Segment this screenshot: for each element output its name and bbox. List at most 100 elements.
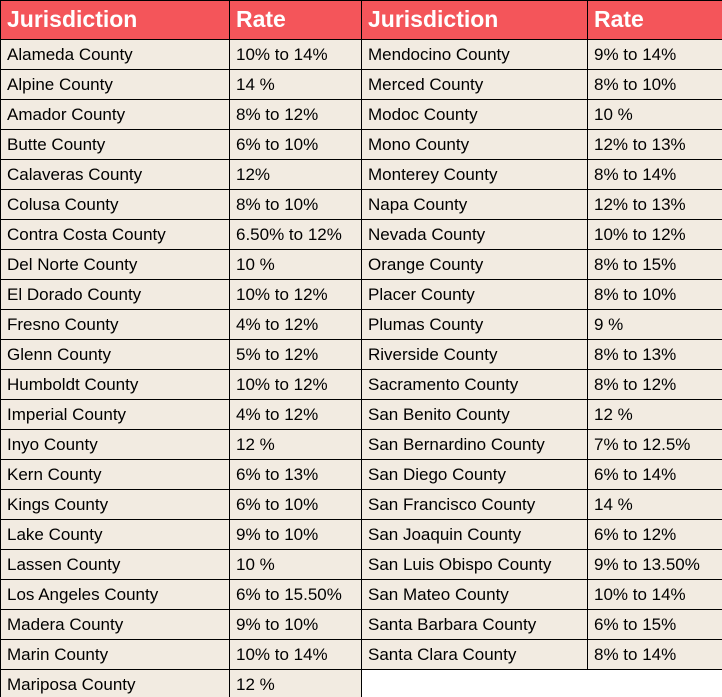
rate-cell: 8% to 13% xyxy=(587,339,722,370)
jurisdiction-cell: Santa Barbara County xyxy=(361,609,588,640)
table-row: Lassen County 10 % San Luis Obispo County 9… xyxy=(0,549,722,580)
jurisdiction-cell: Mendocino County xyxy=(361,39,588,70)
rate-cell: 9% to 14% xyxy=(587,39,722,70)
table-row: Los Angeles County 6% to 15.50% San Mateo … xyxy=(0,579,722,610)
jurisdiction-cell xyxy=(361,669,588,697)
table-row: Mariposa County 12 % xyxy=(0,669,722,697)
jurisdiction-cell: Imperial County xyxy=(0,399,230,430)
table-row: Calaveras County 12% Monterey County 8% to … xyxy=(0,159,722,190)
rate-cell: 6% to 13% xyxy=(229,459,362,490)
rate-cell: 10 % xyxy=(229,249,362,280)
rate-cell: 10 % xyxy=(229,549,362,580)
rate-cell: 10% to 14% xyxy=(229,39,362,70)
jurisdiction-cell: Alameda County xyxy=(0,39,230,70)
rate-cell: 4% to 12% xyxy=(229,399,362,430)
rate-cell: 6% to 10% xyxy=(229,489,362,520)
table-row: Contra Costa County 6.50% to 12% Nevada Co… xyxy=(0,219,722,250)
jurisdiction-cell: Glenn County xyxy=(0,339,230,370)
header-jurisdiction-left: Jurisdiction xyxy=(0,0,230,40)
rate-cell: 9% to 13.50% xyxy=(587,549,722,580)
rate-cell: 7% to 12.5% xyxy=(587,429,722,460)
jurisdiction-cell: Modoc County xyxy=(361,99,588,130)
jurisdiction-cell: Butte County xyxy=(0,129,230,160)
rate-cell: 6% to 14% xyxy=(587,459,722,490)
table-row: El Dorado County 10% to 12% Placer County 8… xyxy=(0,279,722,310)
jurisdiction-cell: Orange County xyxy=(361,249,588,280)
jurisdiction-cell: Plumas County xyxy=(361,309,588,340)
rate-cell: 12% to 13% xyxy=(587,189,722,220)
jurisdiction-cell: Alpine County xyxy=(0,69,230,100)
rate-cell: 8% to 12% xyxy=(587,369,722,400)
rate-cell: 14 % xyxy=(587,489,722,520)
table-row: Kern County 6% to 13% San Diego County 6% t… xyxy=(0,459,722,490)
rate-cell: 10% to 12% xyxy=(229,369,362,400)
jurisdiction-cell: Riverside County xyxy=(361,339,588,370)
jurisdiction-cell: Lassen County xyxy=(0,549,230,580)
table-row: Colusa County 8% to 10% Napa County 12% to … xyxy=(0,189,722,220)
rate-cell: 9% to 10% xyxy=(229,609,362,640)
table-header: Jurisdiction Rate Jurisdiction Rate xyxy=(0,0,722,40)
rate-cell: 8% to 10% xyxy=(229,189,362,220)
jurisdiction-cell: Marin County xyxy=(0,639,230,670)
header-rate-left: Rate xyxy=(229,0,362,40)
jurisdiction-cell: Humboldt County xyxy=(0,369,230,400)
rate-cell: 5% to 12% xyxy=(229,339,362,370)
jurisdiction-cell: Kern County xyxy=(0,459,230,490)
table-row: Madera County 9% to 10% Santa Barbara Coun… xyxy=(0,609,722,640)
rate-cell: 12% to 13% xyxy=(587,129,722,160)
table-row: Amador County 8% to 12% Modoc County 10 % xyxy=(0,99,722,130)
jurisdiction-cell: Del Norte County xyxy=(0,249,230,280)
jurisdiction-cell: Napa County xyxy=(361,189,588,220)
jurisdiction-cell: Fresno County xyxy=(0,309,230,340)
jurisdiction-cell: Madera County xyxy=(0,609,230,640)
rate-cell: 8% to 15% xyxy=(587,249,722,280)
jurisdiction-cell: Sacramento County xyxy=(361,369,588,400)
rate-cell: 6.50% to 12% xyxy=(229,219,362,250)
rate-cell: 12 % xyxy=(229,429,362,460)
header-jurisdiction-right: Jurisdiction xyxy=(361,0,588,40)
rate-cell: 8% to 10% xyxy=(587,279,722,310)
jurisdiction-cell: San Mateo County xyxy=(361,579,588,610)
rate-cell: 14 % xyxy=(229,69,362,100)
table-row: Kings County 6% to 10% San Francisco Count… xyxy=(0,489,722,520)
table-body: Alameda County 10% to 14% Mendocino County… xyxy=(0,39,722,697)
table-row: Alpine County 14 % Merced County 8% to 10% xyxy=(0,69,722,100)
rate-cell: 8% to 14% xyxy=(587,639,722,670)
jurisdiction-cell: Monterey County xyxy=(361,159,588,190)
jurisdiction-cell: San Luis Obispo County xyxy=(361,549,588,580)
header-rate-right: Rate xyxy=(587,0,722,40)
jurisdiction-cell: Mariposa County xyxy=(0,669,230,697)
rate-cell: 12% xyxy=(229,159,362,190)
jurisdiction-cell: Calaveras County xyxy=(0,159,230,190)
table-row: Fresno County 4% to 12% Plumas County 9 % xyxy=(0,309,722,340)
table-row: Glenn County 5% to 12% Riverside County 8% … xyxy=(0,339,722,370)
rate-cell: 8% to 14% xyxy=(587,159,722,190)
table-row: Butte County 6% to 10% Mono County 12% to 1… xyxy=(0,129,722,160)
table-row: Inyo County 12 % San Bernardino County 7% t… xyxy=(0,429,722,460)
rate-cell: 6% to 15.50% xyxy=(229,579,362,610)
jurisdiction-cell: San Diego County xyxy=(361,459,588,490)
table-row: Humboldt County 10% to 12% Sacramento Coun… xyxy=(0,369,722,400)
rate-cell: 10% to 14% xyxy=(229,639,362,670)
rate-cell xyxy=(587,669,722,697)
rate-cell: 6% to 10% xyxy=(229,129,362,160)
jurisdiction-cell: Santa Clara County xyxy=(361,639,588,670)
table-row: Imperial County 4% to 12% San Benito Count… xyxy=(0,399,722,430)
rate-cell: 10% to 12% xyxy=(587,219,722,250)
jurisdiction-cell: San Benito County xyxy=(361,399,588,430)
rate-cell: 6% to 15% xyxy=(587,609,722,640)
table-row: Marin County 10% to 14% Santa Clara County… xyxy=(0,639,722,670)
jurisdiction-cell: Amador County xyxy=(0,99,230,130)
jurisdiction-cell: El Dorado County xyxy=(0,279,230,310)
jurisdiction-cell: Nevada County xyxy=(361,219,588,250)
table-row: Del Norte County 10 % Orange County 8% to 1… xyxy=(0,249,722,280)
rate-cell: 9% to 10% xyxy=(229,519,362,550)
jurisdiction-cell: San Bernardino County xyxy=(361,429,588,460)
rate-cell: 10% to 12% xyxy=(229,279,362,310)
jurisdiction-cell: Colusa County xyxy=(0,189,230,220)
jurisdiction-cell: Merced County xyxy=(361,69,588,100)
jurisdiction-cell: San Francisco County xyxy=(361,489,588,520)
rate-cell: 12 % xyxy=(229,669,362,697)
